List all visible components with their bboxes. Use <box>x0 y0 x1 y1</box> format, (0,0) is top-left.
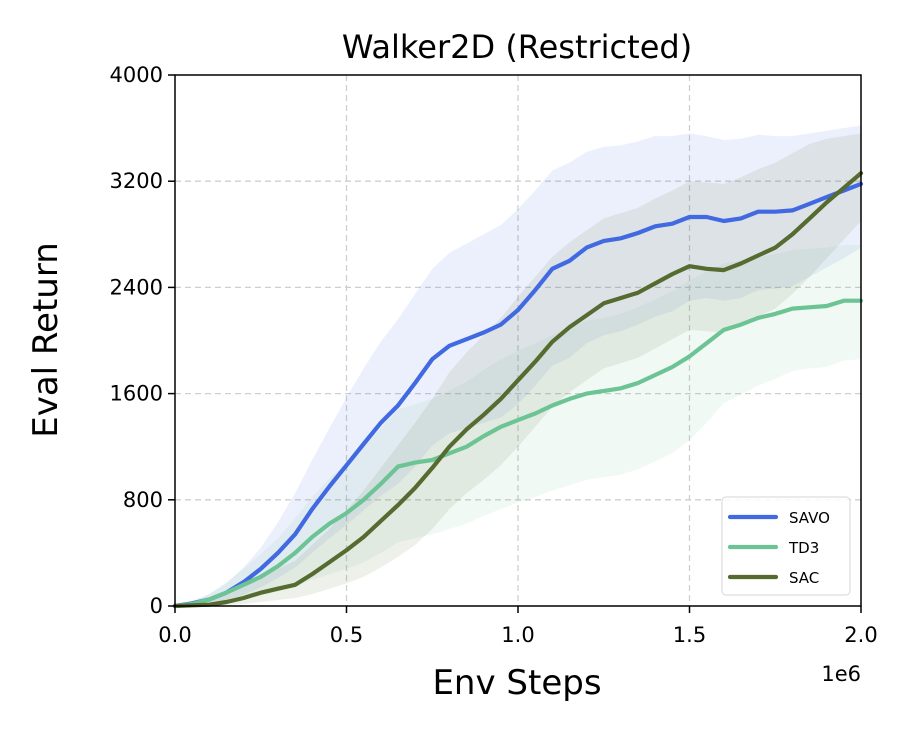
x-tick-label: 1.5 <box>673 623 706 647</box>
y-tick-label: 2400 <box>110 275 163 299</box>
series-lines <box>172 171 864 609</box>
legend-label-savo: SAVO <box>789 509 830 527</box>
y-tick-label: 0 <box>150 594 163 618</box>
grid <box>175 75 861 606</box>
y-axis-ticks: 0 800 1600 2400 3200 4000 <box>110 63 175 618</box>
x-tick-label: 0.5 <box>330 623 363 647</box>
y-tick-label: 4000 <box>110 63 163 87</box>
chart-title: Walker2D (Restricted) <box>342 28 692 66</box>
x-tick-label: 1.0 <box>501 623 534 647</box>
band-sac <box>175 133 861 606</box>
x-axis-ticks: 0.0 0.5 1.0 1.5 2.0 <box>158 606 878 647</box>
x-axis-offset-label: 1e6 <box>821 662 861 686</box>
legend: SAVO TD3 SAC <box>721 496 851 596</box>
confidence-bands <box>175 125 861 607</box>
line-sac <box>172 171 864 609</box>
y-tick-label: 1600 <box>110 382 163 406</box>
line-td3 <box>172 298 864 609</box>
band-td3 <box>175 244 861 606</box>
y-axis-label: Eval Return <box>26 242 66 438</box>
y-tick-label: 3200 <box>110 169 163 193</box>
x-tick-label: 0.0 <box>158 623 191 647</box>
x-axis-label: Env Steps <box>432 663 601 703</box>
legend-label-td3: TD3 <box>788 539 819 557</box>
band-savo <box>175 125 861 607</box>
line-savo <box>172 181 864 609</box>
x-tick-label: 2.0 <box>844 623 877 647</box>
legend-box <box>721 496 851 596</box>
legend-label-sac: SAC <box>789 569 819 587</box>
y-tick-label: 800 <box>123 488 163 512</box>
